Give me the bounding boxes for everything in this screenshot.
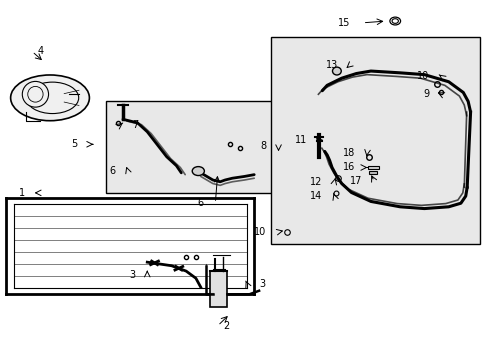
Bar [369, 171, 376, 174]
Text: 2: 2 [223, 321, 229, 331]
Ellipse shape [11, 75, 89, 121]
Ellipse shape [332, 67, 341, 75]
Text: 3: 3 [129, 270, 135, 280]
Text: 12: 12 [309, 177, 322, 187]
Text: 16: 16 [342, 162, 354, 172]
Text: 15: 15 [337, 18, 350, 28]
Text: 10: 10 [416, 71, 428, 81]
Text: 3: 3 [259, 279, 264, 289]
Text: 9: 9 [422, 89, 428, 99]
Text: 11: 11 [294, 135, 306, 145]
Text: 1: 1 [19, 188, 25, 198]
Text: 6: 6 [197, 198, 203, 208]
Text: 17: 17 [349, 176, 362, 186]
Text: 6: 6 [109, 166, 116, 176]
Bar [368, 166, 378, 169]
Bar [271, 37, 479, 244]
Ellipse shape [192, 167, 204, 176]
Text: 8: 8 [260, 141, 266, 152]
Text: 14: 14 [309, 191, 322, 201]
Bar [210, 271, 227, 307]
Text: 7: 7 [132, 120, 139, 130]
Text: 5: 5 [71, 139, 78, 149]
Ellipse shape [22, 81, 48, 107]
Text: 10: 10 [254, 227, 266, 237]
Text: 13: 13 [325, 60, 337, 70]
Text: 18: 18 [342, 148, 354, 158]
Bar [106, 102, 273, 193]
Text: 4: 4 [38, 46, 44, 57]
